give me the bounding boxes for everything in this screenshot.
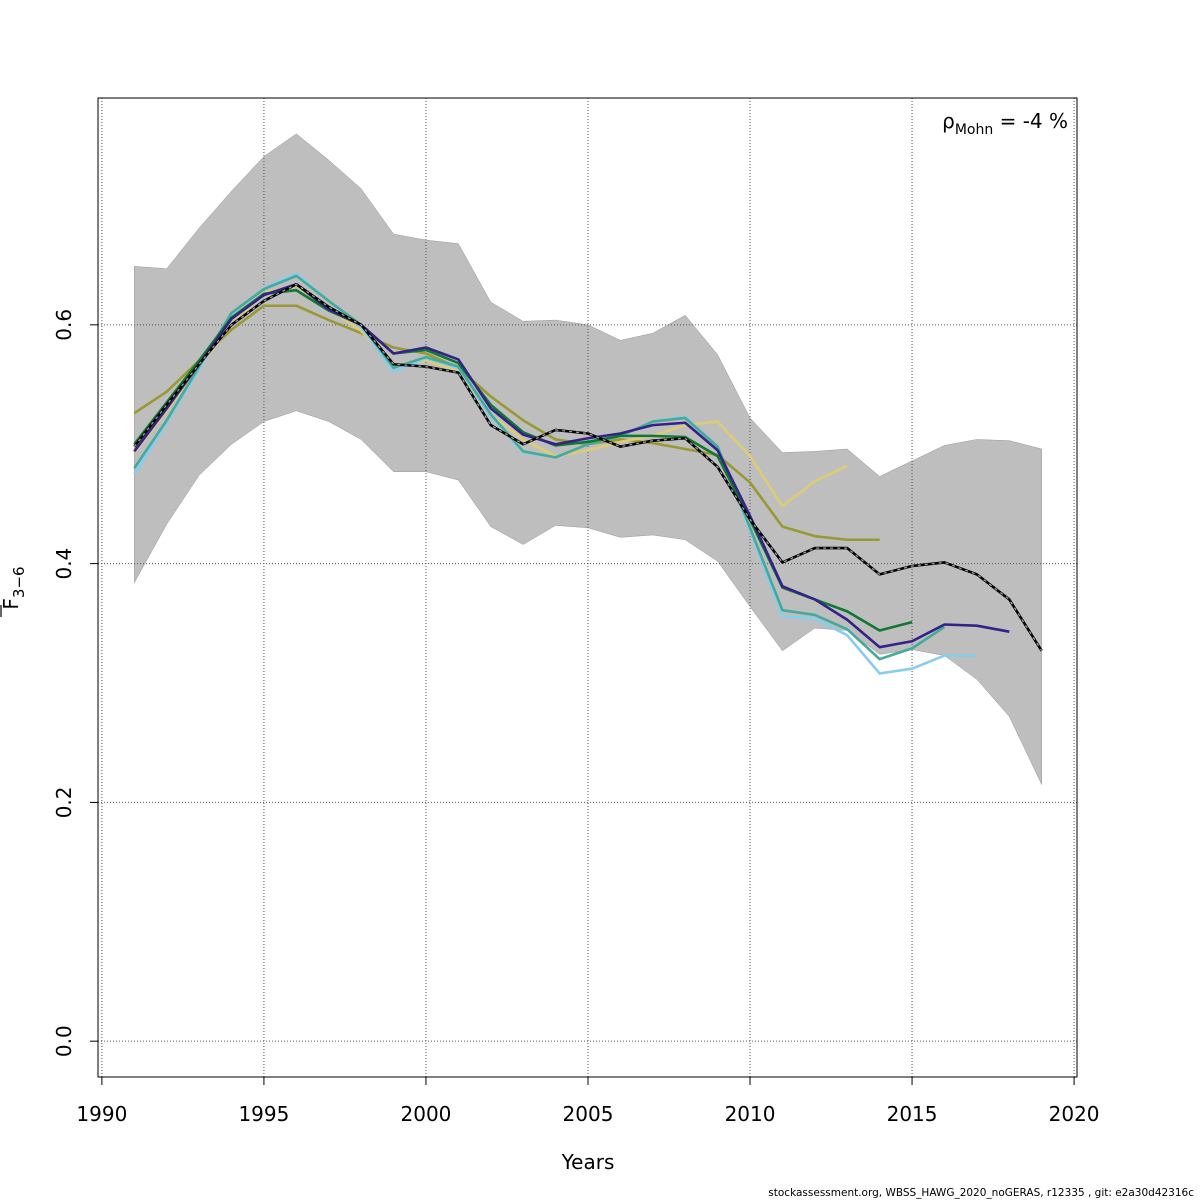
x-tick-label: 1995 <box>238 1102 289 1126</box>
x-tick-label: 2000 <box>401 1102 452 1126</box>
y-tick-label: 0.2 <box>52 786 76 818</box>
series-line-6 <box>133 282 1043 652</box>
series-line-0 <box>133 304 880 542</box>
y-axis-label: F3−6 <box>0 566 28 617</box>
y-tick-label: 0.6 <box>52 309 76 341</box>
svg-text:F3−6: F3−6 <box>0 566 28 609</box>
mohn-rho-annotation: ρMohn = -4 % <box>942 109 1068 138</box>
x-tick-label: 2015 <box>887 1102 938 1126</box>
x-tick-label: 2005 <box>563 1102 614 1126</box>
x-tick-label: 2020 <box>1049 1102 1100 1126</box>
series-line-5 <box>133 282 1010 649</box>
x-tick-label: 2010 <box>725 1102 776 1126</box>
plot-frame <box>97 97 1078 1078</box>
confidence-band <box>134 133 1042 785</box>
footer-credit: stockassessment.org, WBSS_HAWG_2020_noGE… <box>768 1187 1194 1199</box>
x-axis-label: Years <box>561 1150 615 1174</box>
series-line-3 <box>133 274 946 661</box>
x-tick-label: 1990 <box>76 1102 127 1126</box>
y-tick-label: 0.0 <box>52 1025 76 1057</box>
y-tick-label: 0.4 <box>52 548 76 580</box>
